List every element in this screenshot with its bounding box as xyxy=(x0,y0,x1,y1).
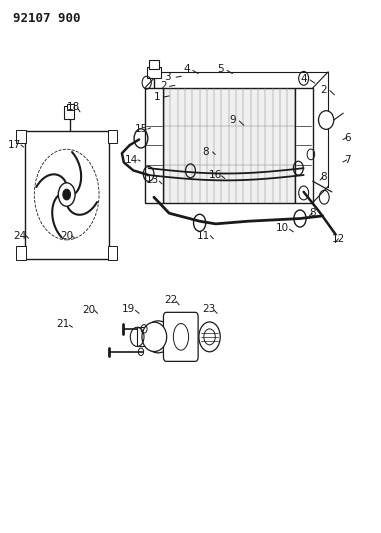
Bar xyxy=(16,130,26,143)
Text: 4: 4 xyxy=(301,74,307,84)
Text: 1: 1 xyxy=(154,92,161,102)
Bar xyxy=(108,246,117,260)
Bar xyxy=(149,60,159,69)
Text: 22: 22 xyxy=(164,295,177,304)
Circle shape xyxy=(63,189,70,200)
Bar xyxy=(147,67,161,78)
Text: 20: 20 xyxy=(82,305,95,315)
Text: 19: 19 xyxy=(122,304,135,314)
Text: 2: 2 xyxy=(320,85,327,94)
Bar xyxy=(64,106,74,119)
Ellipse shape xyxy=(142,322,166,352)
Bar xyxy=(16,246,26,260)
Bar xyxy=(137,327,158,346)
Ellipse shape xyxy=(173,324,189,350)
Bar xyxy=(25,131,109,259)
Text: 5: 5 xyxy=(218,64,224,74)
FancyBboxPatch shape xyxy=(163,312,198,361)
Text: 10: 10 xyxy=(276,223,289,233)
Text: 18: 18 xyxy=(67,102,80,111)
Text: 17: 17 xyxy=(8,140,21,150)
Text: 6: 6 xyxy=(344,133,351,142)
Bar xyxy=(108,130,117,143)
Text: 11: 11 xyxy=(197,231,210,240)
Text: 21: 21 xyxy=(56,319,69,329)
Ellipse shape xyxy=(144,321,172,353)
Bar xyxy=(67,104,74,110)
Text: 92107 900: 92107 900 xyxy=(13,12,81,25)
Text: 20: 20 xyxy=(60,231,73,240)
Text: 4: 4 xyxy=(183,64,190,74)
Ellipse shape xyxy=(319,111,334,130)
Text: 12: 12 xyxy=(332,234,345,244)
Text: 8: 8 xyxy=(320,172,327,182)
Text: 24: 24 xyxy=(13,231,26,240)
Bar xyxy=(163,88,295,203)
Bar xyxy=(145,88,163,203)
Text: 7: 7 xyxy=(344,155,351,165)
Text: 14: 14 xyxy=(125,155,138,165)
Text: 23: 23 xyxy=(202,304,215,314)
Text: 8: 8 xyxy=(202,147,209,157)
Text: 9: 9 xyxy=(229,115,236,125)
Circle shape xyxy=(58,183,75,206)
Bar xyxy=(295,88,313,203)
Text: 16: 16 xyxy=(209,170,222,180)
Text: 13: 13 xyxy=(146,175,159,185)
Text: 15: 15 xyxy=(134,124,147,134)
Text: 2: 2 xyxy=(160,82,166,91)
Text: 8: 8 xyxy=(309,208,316,218)
Text: 3: 3 xyxy=(164,72,171,82)
